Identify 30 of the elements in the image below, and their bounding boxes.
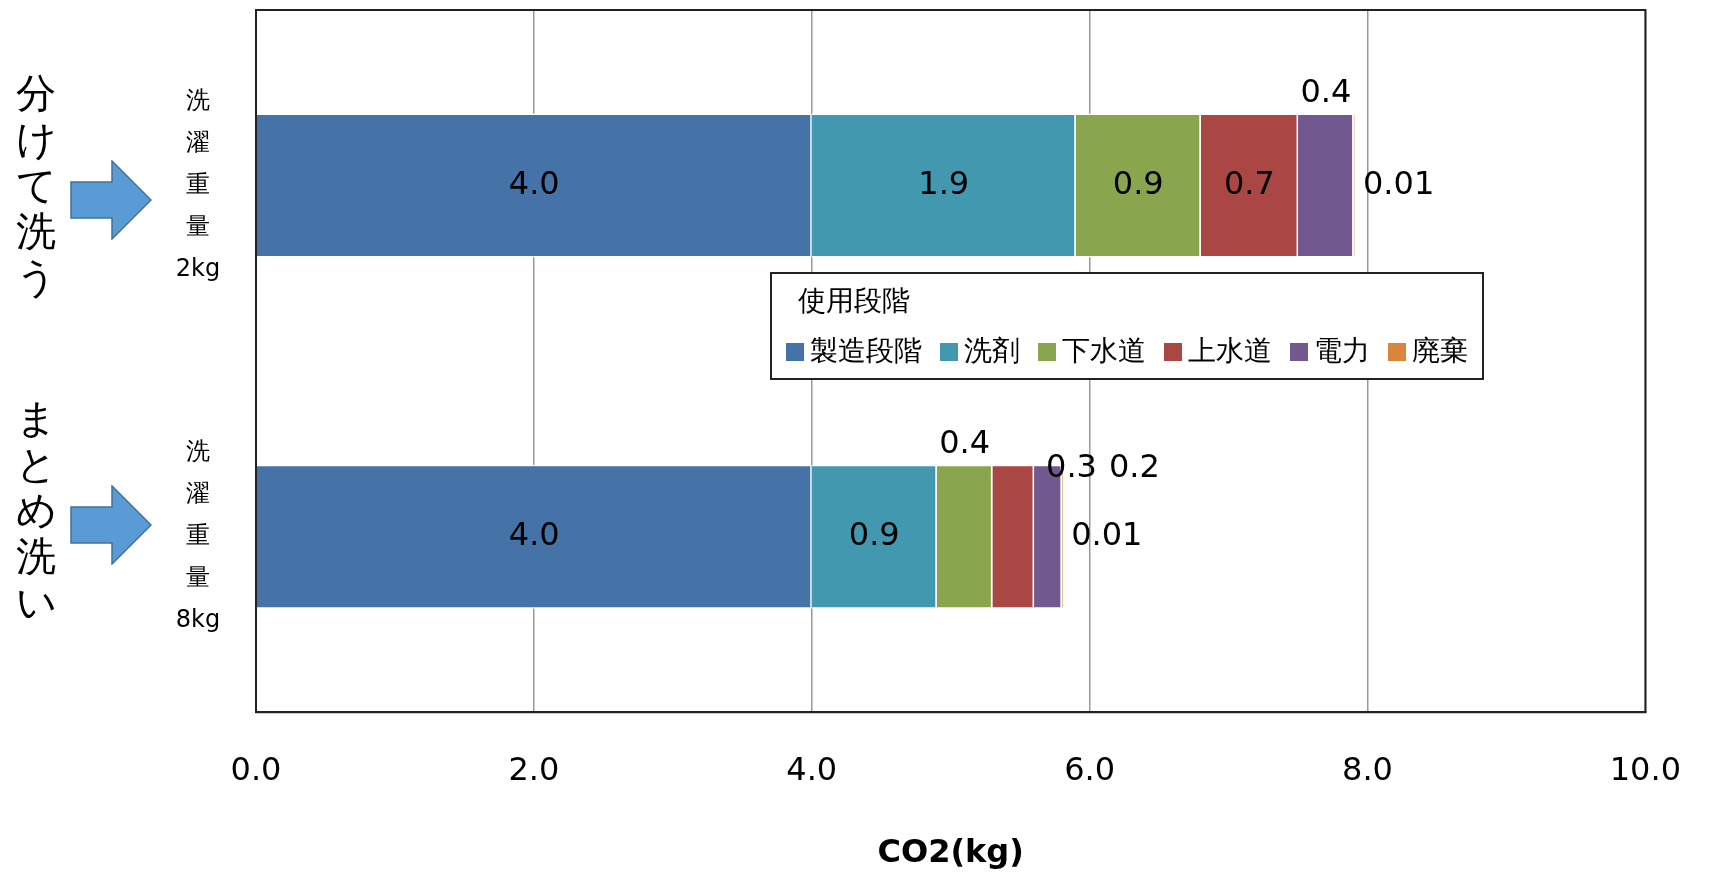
x-tick-label: 2.0: [508, 749, 560, 788]
data-label: 0.01: [1071, 514, 1143, 553]
data-label: 0.4: [939, 422, 991, 461]
legend-label: 上水道: [1187, 333, 1272, 369]
legend-label: 廃棄: [1411, 333, 1468, 369]
data-label: 4.0: [508, 514, 560, 553]
data-label: 0.7: [1223, 163, 1275, 202]
data-label: 0.2: [1108, 446, 1160, 485]
text: 分けて洗う: [14, 70, 58, 300]
legend-label: 下水道: [1061, 333, 1146, 369]
x-tick-label: 4.0: [786, 749, 838, 788]
data-label: 0.4: [1300, 71, 1352, 110]
x-tick-label: 10.0: [1609, 749, 1681, 788]
legend-label: 製造段階: [809, 333, 922, 369]
data-label: 1.9: [918, 163, 970, 202]
x-tick-label: 8.0: [1342, 749, 1393, 788]
text: まとめ洗い: [14, 395, 58, 625]
x-tick-label: 0.0: [230, 749, 282, 788]
data-label: 0.9: [1112, 163, 1164, 202]
x-tick-label: 6.0: [1064, 749, 1116, 788]
y-tick-label: 洗濯重量8kg: [175, 436, 221, 633]
data-label: 0.3: [1046, 446, 1097, 485]
data-label: 0.9: [848, 514, 900, 553]
y-tick-label: 洗濯重量2kg: [175, 85, 221, 282]
data-label: 4.0: [508, 163, 560, 202]
data-label: 0.01: [1363, 163, 1435, 202]
legend-title: 使用段階: [798, 283, 911, 319]
legend-label: 電力: [1313, 333, 1370, 369]
legend-label: 洗剤: [963, 333, 1020, 369]
x-axis-title: CO2(kg): [877, 832, 1024, 871]
